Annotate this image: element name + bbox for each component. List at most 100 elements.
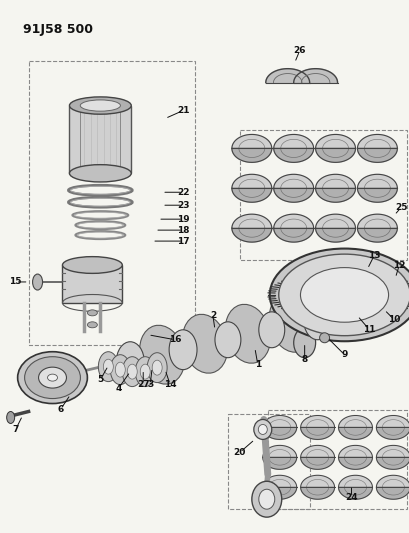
Ellipse shape: [103, 359, 113, 374]
Polygon shape: [300, 475, 334, 487]
Polygon shape: [375, 487, 409, 499]
Ellipse shape: [87, 322, 97, 328]
Bar: [239, 131, 406, 260]
Ellipse shape: [214, 322, 240, 358]
Polygon shape: [262, 487, 296, 499]
Text: 9: 9: [341, 350, 347, 359]
Polygon shape: [315, 134, 355, 148]
Polygon shape: [300, 446, 334, 457]
Text: 6: 6: [57, 405, 63, 414]
Polygon shape: [357, 174, 396, 188]
Ellipse shape: [80, 100, 120, 111]
Polygon shape: [265, 69, 309, 83]
Text: 5: 5: [97, 375, 103, 384]
Text: 2: 2: [209, 311, 216, 320]
Ellipse shape: [135, 357, 155, 386]
Ellipse shape: [319, 333, 329, 343]
Polygon shape: [300, 416, 334, 427]
Ellipse shape: [62, 256, 122, 273]
Ellipse shape: [278, 254, 409, 336]
Bar: [62, 265, 122, 303]
Ellipse shape: [258, 424, 267, 434]
Polygon shape: [338, 446, 371, 457]
Ellipse shape: [69, 97, 131, 114]
Ellipse shape: [7, 411, 15, 423]
Text: 19: 19: [176, 215, 189, 224]
Ellipse shape: [18, 352, 87, 403]
Bar: [267, 409, 406, 509]
Ellipse shape: [139, 325, 184, 384]
Bar: [227, 415, 309, 509]
Ellipse shape: [140, 364, 150, 379]
Text: 17: 17: [176, 237, 189, 246]
Polygon shape: [357, 188, 396, 202]
Polygon shape: [273, 188, 313, 202]
Polygon shape: [273, 228, 313, 242]
Ellipse shape: [268, 293, 313, 352]
Text: 91J58 500: 91J58 500: [22, 23, 92, 36]
Polygon shape: [357, 214, 396, 228]
Text: 3: 3: [147, 380, 153, 389]
Polygon shape: [262, 475, 296, 487]
Polygon shape: [375, 457, 409, 469]
Text: 11: 11: [362, 325, 375, 334]
Bar: [69, 106, 131, 173]
Polygon shape: [231, 214, 271, 228]
Polygon shape: [262, 427, 296, 439]
Polygon shape: [300, 427, 334, 439]
Polygon shape: [293, 69, 337, 83]
Text: 27: 27: [137, 380, 149, 389]
Polygon shape: [315, 214, 355, 228]
Text: 12: 12: [392, 261, 405, 270]
Ellipse shape: [225, 304, 270, 363]
Ellipse shape: [269, 248, 409, 341]
Ellipse shape: [303, 300, 331, 340]
Polygon shape: [273, 134, 313, 148]
Text: 14: 14: [164, 380, 176, 389]
Ellipse shape: [69, 165, 131, 182]
Ellipse shape: [293, 328, 315, 358]
Polygon shape: [231, 148, 271, 163]
Ellipse shape: [169, 330, 197, 370]
Text: 22: 22: [176, 188, 189, 197]
Ellipse shape: [152, 360, 162, 375]
Polygon shape: [338, 487, 371, 499]
Text: 10: 10: [387, 316, 400, 324]
Polygon shape: [375, 475, 409, 487]
Text: 23: 23: [176, 201, 189, 209]
Polygon shape: [375, 416, 409, 427]
Polygon shape: [338, 457, 371, 469]
Text: 15: 15: [9, 278, 22, 286]
Ellipse shape: [38, 367, 66, 388]
Text: 1: 1: [254, 360, 260, 369]
Ellipse shape: [122, 357, 142, 386]
Polygon shape: [357, 148, 396, 163]
Ellipse shape: [182, 314, 227, 373]
Ellipse shape: [110, 354, 130, 385]
Text: 4: 4: [115, 384, 121, 393]
Ellipse shape: [47, 374, 57, 381]
Polygon shape: [338, 475, 371, 487]
Polygon shape: [262, 457, 296, 469]
Polygon shape: [262, 416, 296, 427]
Polygon shape: [300, 457, 334, 469]
Polygon shape: [231, 228, 271, 242]
Text: 20: 20: [233, 448, 245, 457]
Polygon shape: [357, 134, 396, 148]
Polygon shape: [338, 416, 371, 427]
Ellipse shape: [127, 364, 137, 379]
Text: 13: 13: [367, 251, 380, 260]
Polygon shape: [273, 148, 313, 163]
Ellipse shape: [32, 274, 43, 290]
Ellipse shape: [251, 481, 281, 517]
Text: 25: 25: [394, 203, 407, 212]
Text: 24: 24: [344, 492, 357, 502]
Ellipse shape: [98, 352, 118, 382]
Polygon shape: [300, 487, 334, 499]
Text: 16: 16: [169, 335, 181, 344]
Ellipse shape: [25, 357, 80, 399]
Ellipse shape: [115, 362, 125, 377]
Polygon shape: [231, 134, 271, 148]
Polygon shape: [315, 228, 355, 242]
Text: 8: 8: [301, 355, 307, 364]
